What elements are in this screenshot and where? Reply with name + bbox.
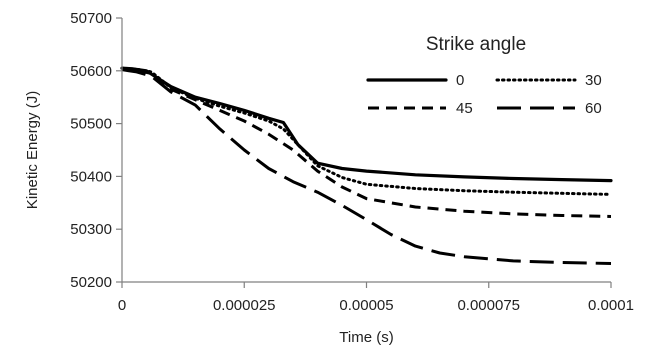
y-tick-label: 50400 (70, 168, 112, 185)
y-tick-label: 50600 (70, 63, 112, 80)
x-tick-label: 0 (118, 297, 126, 314)
y-tick-label: 50300 (70, 221, 112, 238)
x-axis-title: Time (s) (339, 329, 393, 346)
x-tick-label: 0.000075 (457, 297, 520, 314)
series-line-0 (120, 66, 613, 183)
legend-items: 0 30 45 60 (366, 72, 602, 117)
series-layer (120, 66, 613, 265)
y-axis-title: Kinetic Energy (J) (24, 91, 41, 209)
legend-label-60: 60 (585, 100, 602, 117)
legend-label-45: 45 (456, 100, 473, 117)
x-tick-label: 0.000025 (213, 297, 276, 314)
y-tick-label: 50500 (70, 116, 112, 133)
legend-label-30: 30 (585, 72, 602, 89)
y-tick-label: 50700 (70, 10, 112, 27)
series-line-45 (121, 67, 612, 218)
y-tick-label: 50200 (70, 274, 112, 291)
legend-label-0: 0 (456, 72, 464, 89)
legend: Strike angle 0 30 45 60 (366, 34, 602, 117)
series-line-60 (121, 68, 612, 265)
x-tick-label: 0.0001 (588, 297, 634, 314)
series-line-30 (120, 66, 613, 196)
y-axis-ticks: 50200 50300 50400 50500 50600 50700 (70, 10, 122, 291)
x-tick-label: 0.00005 (339, 297, 393, 314)
x-axis-ticks: 0 0.000025 0.00005 0.000075 0.0001 (118, 282, 634, 314)
legend-title: Strike angle (426, 34, 526, 55)
